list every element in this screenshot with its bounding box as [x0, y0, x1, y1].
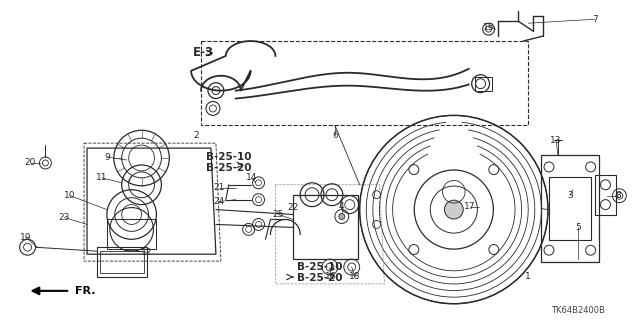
- Text: 5: 5: [575, 223, 580, 232]
- Bar: [201, 41, 528, 125]
- Bar: [293, 195, 358, 259]
- Text: FR.: FR.: [75, 286, 95, 296]
- Text: 12: 12: [141, 248, 152, 257]
- Text: 11: 11: [96, 173, 108, 182]
- Circle shape: [444, 200, 463, 219]
- Text: 1: 1: [525, 272, 531, 282]
- Text: 21: 21: [213, 183, 225, 192]
- Text: 13: 13: [550, 136, 562, 145]
- Text: 14: 14: [246, 173, 257, 182]
- Text: 24: 24: [213, 197, 225, 206]
- Text: 9: 9: [104, 153, 109, 162]
- Bar: [541, 155, 598, 262]
- Text: TK64B2400B: TK64B2400B: [551, 306, 605, 315]
- Text: 23: 23: [58, 213, 70, 222]
- Circle shape: [339, 213, 345, 220]
- Text: 6: 6: [332, 131, 338, 140]
- Text: 10: 10: [65, 191, 76, 200]
- Text: 18: 18: [349, 272, 360, 282]
- Text: B-25-10: B-25-10: [206, 152, 252, 162]
- Text: 19: 19: [20, 233, 31, 242]
- Bar: [549, 177, 591, 240]
- Bar: [595, 175, 616, 214]
- Text: 22: 22: [287, 203, 299, 212]
- Text: 4: 4: [339, 202, 344, 211]
- Bar: [475, 77, 493, 91]
- Text: 17: 17: [464, 202, 476, 211]
- Text: E-3: E-3: [193, 46, 214, 60]
- Text: B-25-20: B-25-20: [206, 163, 252, 173]
- Text: B-25-20: B-25-20: [297, 273, 342, 283]
- Text: 2: 2: [193, 131, 199, 140]
- Text: 16: 16: [325, 272, 337, 282]
- Bar: [97, 247, 147, 277]
- Text: B-25-10: B-25-10: [297, 262, 342, 272]
- Bar: [100, 251, 143, 273]
- Bar: [107, 220, 156, 249]
- Text: 8: 8: [616, 191, 621, 200]
- Text: 25: 25: [273, 210, 284, 219]
- Text: 3: 3: [567, 191, 573, 200]
- Text: 15: 15: [483, 23, 494, 32]
- Text: 7: 7: [592, 15, 598, 24]
- Text: 20: 20: [25, 158, 36, 167]
